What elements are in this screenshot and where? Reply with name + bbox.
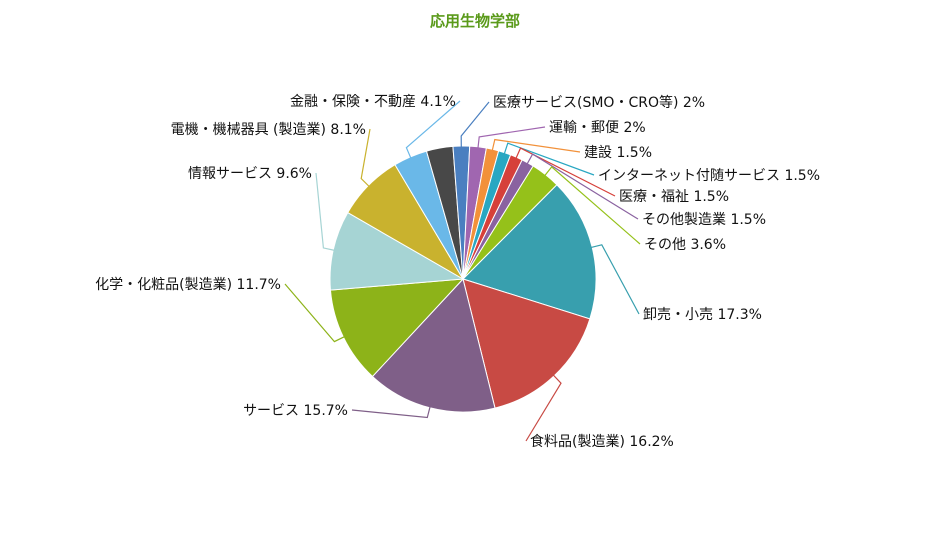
leader-line [515,147,616,197]
leader-line [460,101,490,149]
slice-label: 電機・機械器具 (製造業) 8.1% [171,122,366,138]
slice-label: 金融・保険・不動産 4.1% [290,94,456,110]
slice-label: 食料品(製造業) 16.2% [530,433,674,450]
leader-line [315,172,336,252]
leader-line [284,283,346,343]
leader-line [543,166,641,245]
leader-line [405,100,461,159]
leader-line [503,142,595,176]
slice-label: 卸売・小売 17.3% [643,307,762,323]
slice-label: 運輸・郵便 2% [549,120,646,136]
slice-label: 建設 1.5% [584,145,652,161]
chart-title: 応用生物学部 [429,12,520,30]
leader-line [525,373,562,442]
slice-label: 医療サービス(SMO・CRO等) 2% [493,94,705,111]
leader-line [360,128,371,188]
slice-label: 化学・化粧品(製造業) 11.7% [95,277,281,293]
leader-line [590,244,640,315]
slice-label: 情報サービス 9.6% [188,166,312,182]
slice-label: その他 3.6% [644,237,726,253]
slice-label: その他製造業 1.5% [642,212,766,228]
slice-label: サービス 15.7% [243,403,348,419]
leader-line [351,405,431,419]
slice-label: インターネット付随サービス 1.5% [598,168,820,184]
leader-line [526,153,639,220]
slice-label: 医療・福祉 1.5% [619,188,729,205]
leader-line [477,126,546,149]
leader-line [491,138,581,153]
